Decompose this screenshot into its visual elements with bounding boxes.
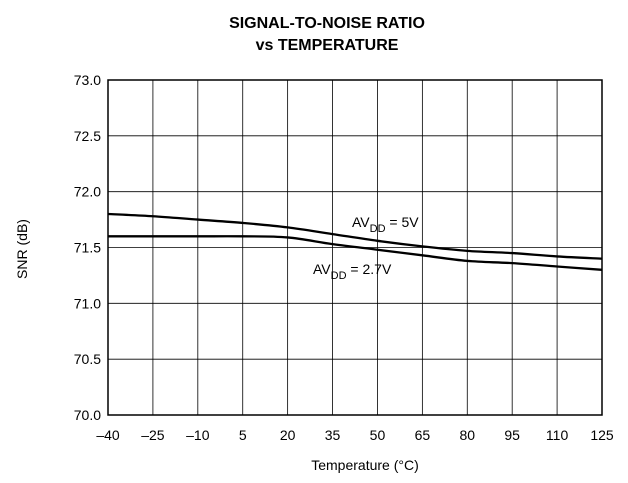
plot-frame [107, 79, 603, 416]
tick-labels-layer: –40 –25 –10 5 20 35 50 65 80 95 110 125 70.0 70.5 71.0… [74, 72, 614, 443]
series-avdd-2-7v-label: AVDD = 2.7V [313, 261, 392, 282]
y-tick-label: 73.0 [74, 72, 101, 88]
x-tick-label: 125 [590, 427, 614, 443]
y-axis-label: SNR (dB) [14, 219, 30, 279]
x-tick-label: 65 [415, 427, 431, 443]
series-avdd-5v-label: AVDD = 5V [352, 214, 419, 235]
series-layer [107, 212, 603, 271]
chart-title-line-2: vs TEMPERATURE [256, 37, 399, 54]
y-tick-label: 70.5 [74, 351, 101, 367]
x-tick-label: 95 [504, 427, 520, 443]
y-tick-label: 70.0 [74, 407, 101, 423]
y-tick-label: 71.0 [74, 295, 101, 311]
y-tick-label: 72.0 [74, 184, 101, 200]
x-tick-label: 20 [280, 427, 296, 443]
x-tick-label: –10 [186, 427, 210, 443]
x-tick-label: 35 [325, 427, 341, 443]
x-tick-label: 50 [370, 427, 386, 443]
x-tick-label: 5 [239, 427, 247, 443]
x-tick-label: –40 [96, 427, 120, 443]
y-tick-label: 72.5 [74, 128, 101, 144]
x-axis-label: Temperature (°C) [311, 457, 419, 473]
x-tick-label: –25 [141, 427, 165, 443]
series-avdd-2-7v-line [108, 235, 603, 271]
series-avdd-5v-line [107, 212, 603, 260]
series-labels-layer: AVDD = 5V AVDD = 2.7V [313, 214, 419, 282]
y-tick-label: 71.5 [74, 240, 101, 256]
x-tick-label: 110 [546, 427, 569, 443]
chart-title-line-1: SIGNAL-TO-NOISE RATIO [229, 15, 425, 32]
x-tick-label: 80 [459, 427, 475, 443]
